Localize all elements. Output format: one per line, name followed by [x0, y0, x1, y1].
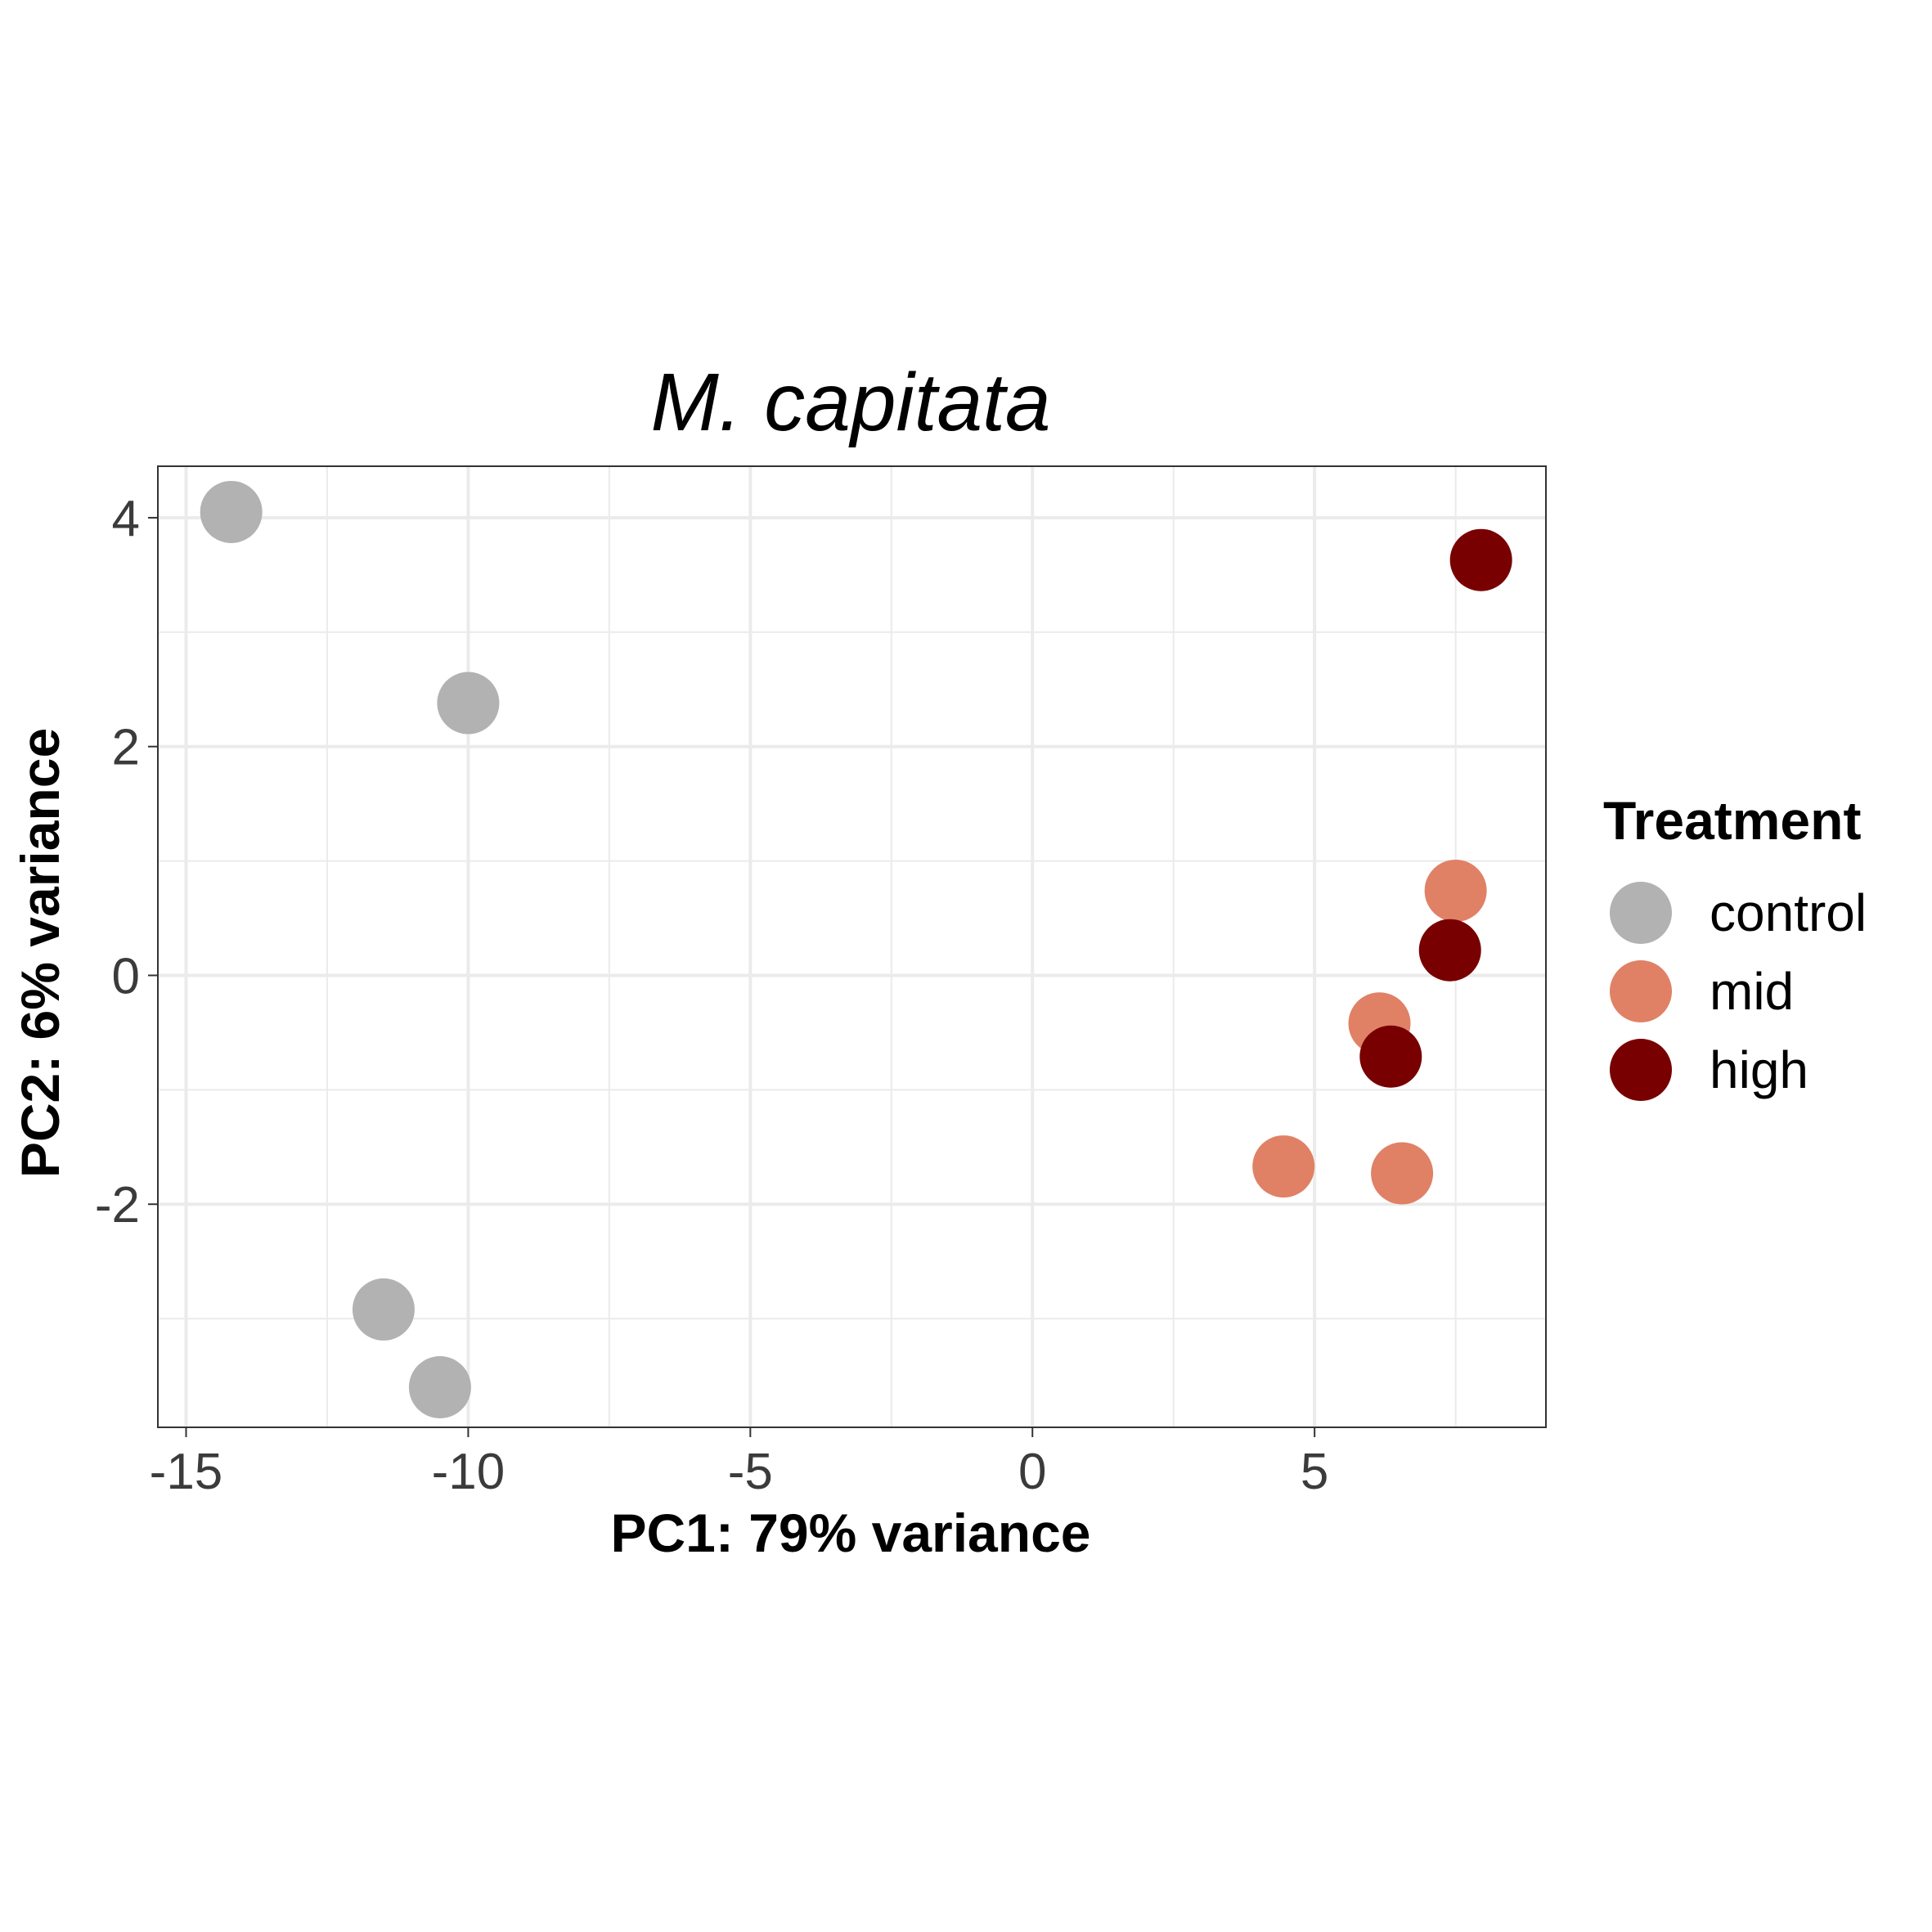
- y-axis-title: PC2: 6% variance: [10, 728, 70, 1178]
- point-mid: [1424, 859, 1487, 922]
- legend-label-high: high: [1710, 1040, 1808, 1099]
- x-tick-label: 5: [1301, 1444, 1328, 1500]
- y-tick-label: 4: [112, 491, 140, 547]
- point-control: [408, 1356, 471, 1419]
- point-control: [200, 480, 263, 543]
- legend: Treatment control mid high: [1603, 790, 1867, 1101]
- y-tick-label: -2: [95, 1177, 140, 1233]
- x-axis-title: PC1: 79% variance: [610, 1503, 1090, 1563]
- chart-title: M. capitata: [650, 357, 1050, 448]
- y-tick-label: 0: [112, 948, 140, 1004]
- point-high: [1449, 528, 1512, 591]
- x-tick-label: -15: [150, 1444, 223, 1500]
- y-tick-label: 2: [112, 720, 140, 776]
- plot-panel-border: [157, 465, 1547, 1428]
- legend-key-control: [1610, 882, 1672, 944]
- legend-key-mid: [1610, 960, 1672, 1022]
- point-control: [437, 672, 500, 735]
- x-tick-label: -10: [432, 1444, 505, 1500]
- legend-label-mid: mid: [1710, 962, 1794, 1021]
- x-tick-label: -5: [728, 1444, 773, 1500]
- data-points: [200, 480, 1512, 1419]
- legend-label-control: control: [1710, 883, 1867, 942]
- point-high: [1418, 919, 1481, 982]
- axis-ticks: [148, 516, 1316, 1437]
- legend-key-high: [1610, 1039, 1672, 1101]
- axis-tick-labels: -15 -10 -5 0 5 -2 0 2 4: [95, 491, 1329, 1500]
- point-high: [1359, 1025, 1422, 1088]
- point-mid: [1252, 1135, 1315, 1198]
- point-control: [352, 1278, 415, 1341]
- legend-title: Treatment: [1603, 790, 1861, 851]
- x-tick-label: 0: [1018, 1444, 1046, 1500]
- point-mid: [1371, 1142, 1434, 1205]
